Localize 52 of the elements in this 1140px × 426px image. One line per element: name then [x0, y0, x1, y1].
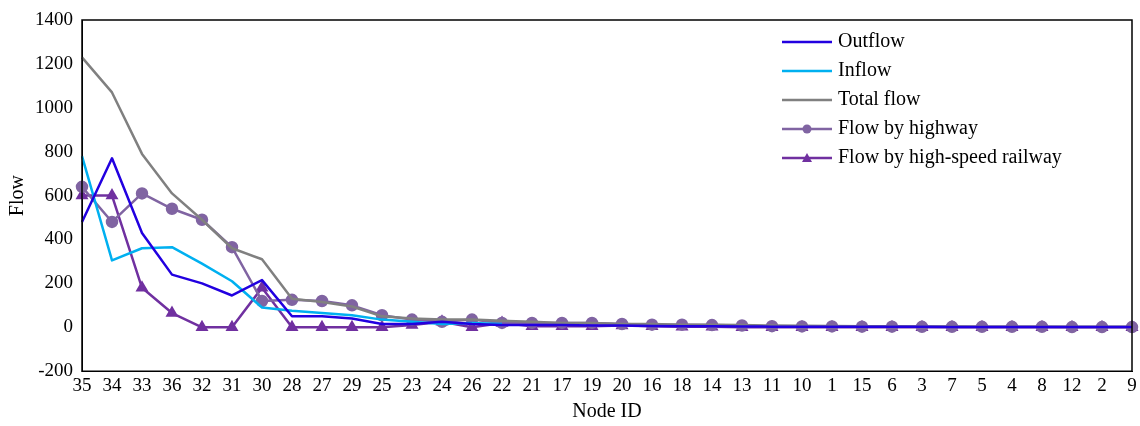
x-tick-label: 17: [552, 373, 572, 395]
y-tick-label: 600: [44, 183, 73, 205]
y-axis-title: Flow: [5, 174, 28, 217]
y-tick-label: 400: [44, 227, 73, 249]
x-tick-label: 34: [102, 373, 122, 395]
x-tick-label: 7: [947, 373, 957, 395]
legend-label: Flow by high-speed railway: [838, 145, 1062, 169]
x-tick-label: 32: [192, 373, 212, 395]
x-axis-title: Node ID: [572, 399, 642, 422]
x-tick-label: 29: [342, 373, 362, 395]
x-tick-label: 23: [402, 373, 422, 395]
x-tick-label: 21: [522, 373, 542, 395]
x-tick-label: 25: [372, 373, 392, 395]
x-tick-label: 9: [1127, 373, 1137, 395]
x-tick-label: 14: [702, 373, 722, 395]
x-tick-label: 31: [222, 373, 242, 395]
x-tick-label: 35: [72, 373, 92, 395]
x-tick-label: 16: [642, 373, 662, 395]
x-tick-label: 33: [132, 373, 152, 395]
x-tick-label: 27: [312, 373, 332, 395]
x-tick-label: 13: [732, 373, 752, 395]
x-tick-label: 4: [1007, 373, 1018, 395]
x-tick-label: 12: [1062, 373, 1082, 395]
x-tick-label: 10: [792, 373, 812, 395]
x-tick-label: 18: [672, 373, 692, 395]
y-tick-label: 800: [44, 139, 73, 161]
x-tick-label: 36: [162, 373, 182, 395]
legend-label: Total flow: [838, 87, 922, 110]
x-tick-label: 8: [1037, 373, 1047, 395]
y-tick-label: 1000: [35, 95, 73, 117]
y-tick-label: 0: [63, 315, 73, 337]
y-tick-label: 200: [44, 271, 73, 293]
x-tick-label: 26: [462, 373, 482, 395]
y-tick-label: 1200: [35, 51, 73, 73]
x-tick-label: 3: [917, 373, 927, 395]
legend-label: Flow by highway: [838, 116, 978, 140]
x-tick-label: 20: [612, 373, 632, 395]
x-tick-label: 2: [1097, 373, 1107, 395]
x-tick-label: 15: [852, 373, 872, 395]
x-tick-label: 19: [582, 373, 602, 395]
x-tick-label: 1: [827, 373, 837, 395]
x-tick-label: 30: [252, 373, 272, 395]
x-tick-label: 6: [887, 373, 897, 395]
x-tick-label: 11: [762, 373, 782, 395]
x-tick-label: 24: [432, 373, 452, 395]
x-tick-label: 22: [492, 373, 512, 395]
x-tick-label: 28: [282, 373, 302, 395]
legend-label: Outflow: [838, 29, 906, 52]
x-tick-label: 5: [977, 373, 987, 395]
y-tick-label: -200: [38, 359, 73, 381]
y-tick-label: 1400: [35, 7, 73, 29]
legend-label: Inflow: [838, 58, 892, 81]
